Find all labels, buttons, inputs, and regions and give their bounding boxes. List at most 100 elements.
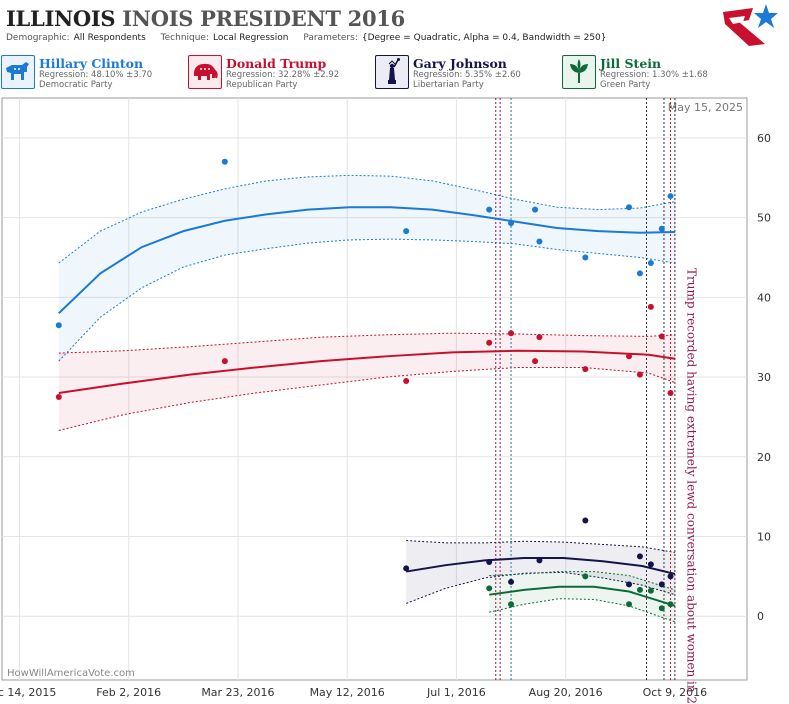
confidence-upper: [406, 539, 675, 553]
poll-point: [508, 601, 515, 608]
leaf-icon: [562, 55, 596, 89]
confidence-upper: [58, 174, 675, 264]
poll-point: [486, 206, 493, 213]
candidate-regression: Regression: 5.35% ±2.60: [413, 70, 521, 80]
y-tick-label: 60: [757, 132, 771, 145]
candidate-name: Donald Trump: [226, 56, 327, 71]
poll-point: [536, 557, 543, 564]
poll-point: [221, 158, 228, 165]
trend-line: [406, 557, 676, 575]
parameters-value: {Degree = Quadratic, Alpha = 0.4, Bandwi…: [361, 33, 607, 43]
x-tick-label: May 12, 2016: [310, 686, 385, 699]
poll-point: [403, 378, 410, 385]
x-tick-label: Dec 14, 2015: [0, 686, 56, 699]
demographic-label: Demographic:: [6, 33, 70, 43]
candidate-regression: Regression: 32.28% ±2.92: [226, 70, 340, 80]
poll-point: [658, 225, 665, 232]
poll-point: [486, 559, 493, 566]
x-tick-label: Oct 9, 2016: [643, 686, 708, 699]
poll-point: [626, 601, 633, 608]
chart-title: ILLINOIS INOIS PRESIDENT 2016: [6, 6, 405, 31]
parameters-label: Parameters:: [303, 33, 358, 43]
poll-point: [532, 358, 539, 365]
y-tick-label: 50: [757, 212, 771, 225]
event-annotation: Trump recorded having extremely lewd con…: [684, 268, 698, 704]
poll-point: [536, 238, 543, 245]
site-logo-icon: [723, 4, 778, 46]
candidate-party: Republican Party: [226, 80, 298, 90]
poll-point: [486, 339, 493, 346]
poll-point: [582, 517, 589, 524]
poll-point: [221, 358, 228, 365]
candidate-party: Democratic Party: [39, 80, 113, 90]
poll-point: [636, 553, 643, 560]
poll-point: [658, 605, 665, 612]
candidate-legend: Hillary Clinton Regression: 48.10% ±3.70…: [0, 55, 789, 93]
poll-point: [647, 561, 654, 568]
confidence-lower: [58, 366, 676, 431]
watermark: HowWillAmericaVote.com: [7, 668, 135, 679]
confidence-band: [58, 333, 675, 431]
statue-of-liberty-icon: [375, 55, 409, 89]
candidate-party: Green Party: [600, 80, 651, 90]
technique-label: Technique:: [160, 33, 210, 43]
x-tick-label: Aug 20, 2016: [529, 686, 603, 699]
elephant-icon: [188, 55, 222, 89]
poll-point: [658, 581, 665, 588]
confidence-upper: [58, 332, 675, 354]
poll-point: [636, 586, 643, 593]
candidate-name: Hillary Clinton: [39, 56, 144, 71]
y-tick-label: 20: [757, 451, 771, 464]
y-tick-label: 40: [757, 291, 771, 304]
poll-point: [55, 322, 62, 329]
candidate-name: Jill Stein: [600, 56, 662, 71]
y-tick-label: 30: [757, 371, 771, 384]
poll-point: [658, 333, 665, 340]
regression-chart: 0 10 20 30 40 50 60 Dec 14, 2015 Feb 2, 2016 Mar …: [0, 97, 771, 704]
y-tick-label: 0: [757, 610, 764, 623]
poll-point: [508, 330, 515, 337]
y-tick-label: 10: [757, 530, 771, 543]
x-tick-label: Feb 2, 2016: [96, 686, 161, 699]
plot-area: [1, 97, 748, 681]
poll-point: [636, 371, 643, 378]
trend-line: [58, 349, 676, 394]
donkey-icon: [1, 55, 35, 89]
candidate-card-clinton[interactable]: Hillary Clinton Regression: 48.10% ±3.70…: [1, 55, 187, 92]
poll-point: [647, 587, 654, 594]
demographic-value: All Respondents: [73, 33, 146, 43]
poll-point: [403, 565, 410, 572]
x-tick-label: Mar 23, 2016: [201, 686, 274, 699]
candidate-card-stein[interactable]: Jill Stein Regression: 1.30% ±1.68 Green…: [562, 55, 748, 92]
title-race: INOIS PRESIDENT 2016: [122, 6, 405, 31]
candidate-card-trump[interactable]: Donald Trump Regression: 32.28% ±2.92 Re…: [188, 55, 374, 92]
chart-header: ILLINOIS INOIS PRESIDENT 2016 Demographi…: [0, 0, 789, 52]
poll-point: [647, 303, 654, 310]
poll-point: [647, 260, 654, 267]
poll-point: [667, 601, 674, 608]
poll-point: [536, 334, 543, 341]
candidate-card-johnson[interactable]: Gary Johnson Regression: 5.35% ±2.60 Lib…: [375, 55, 561, 92]
poll-point: [403, 228, 410, 235]
poll-point: [508, 578, 515, 585]
trend-line: [489, 585, 676, 607]
parameters-line: Demographic: All Respondents Technique: Lo…: [6, 33, 611, 43]
poll-point: [667, 573, 674, 580]
poll-point: [667, 389, 674, 396]
poll-point: [486, 585, 493, 592]
poll-point: [626, 204, 633, 211]
poll-point: [636, 270, 643, 277]
poll-point: [626, 353, 633, 360]
candidate-regression: Regression: 1.30% ±1.68: [600, 70, 708, 80]
poll-point: [582, 573, 589, 580]
poll-point: [532, 206, 539, 213]
candidate-party: Libertarian Party: [413, 80, 484, 90]
poll-point: [626, 581, 633, 588]
poll-point: [582, 366, 589, 373]
x-tick-label: Jul 1, 2016: [426, 686, 486, 699]
poll-point: [55, 393, 62, 400]
poll-point: [667, 193, 674, 200]
confidence-band: [406, 540, 675, 604]
confidence-lower: [405, 571, 676, 604]
technique-value: Local Regression: [213, 33, 289, 43]
